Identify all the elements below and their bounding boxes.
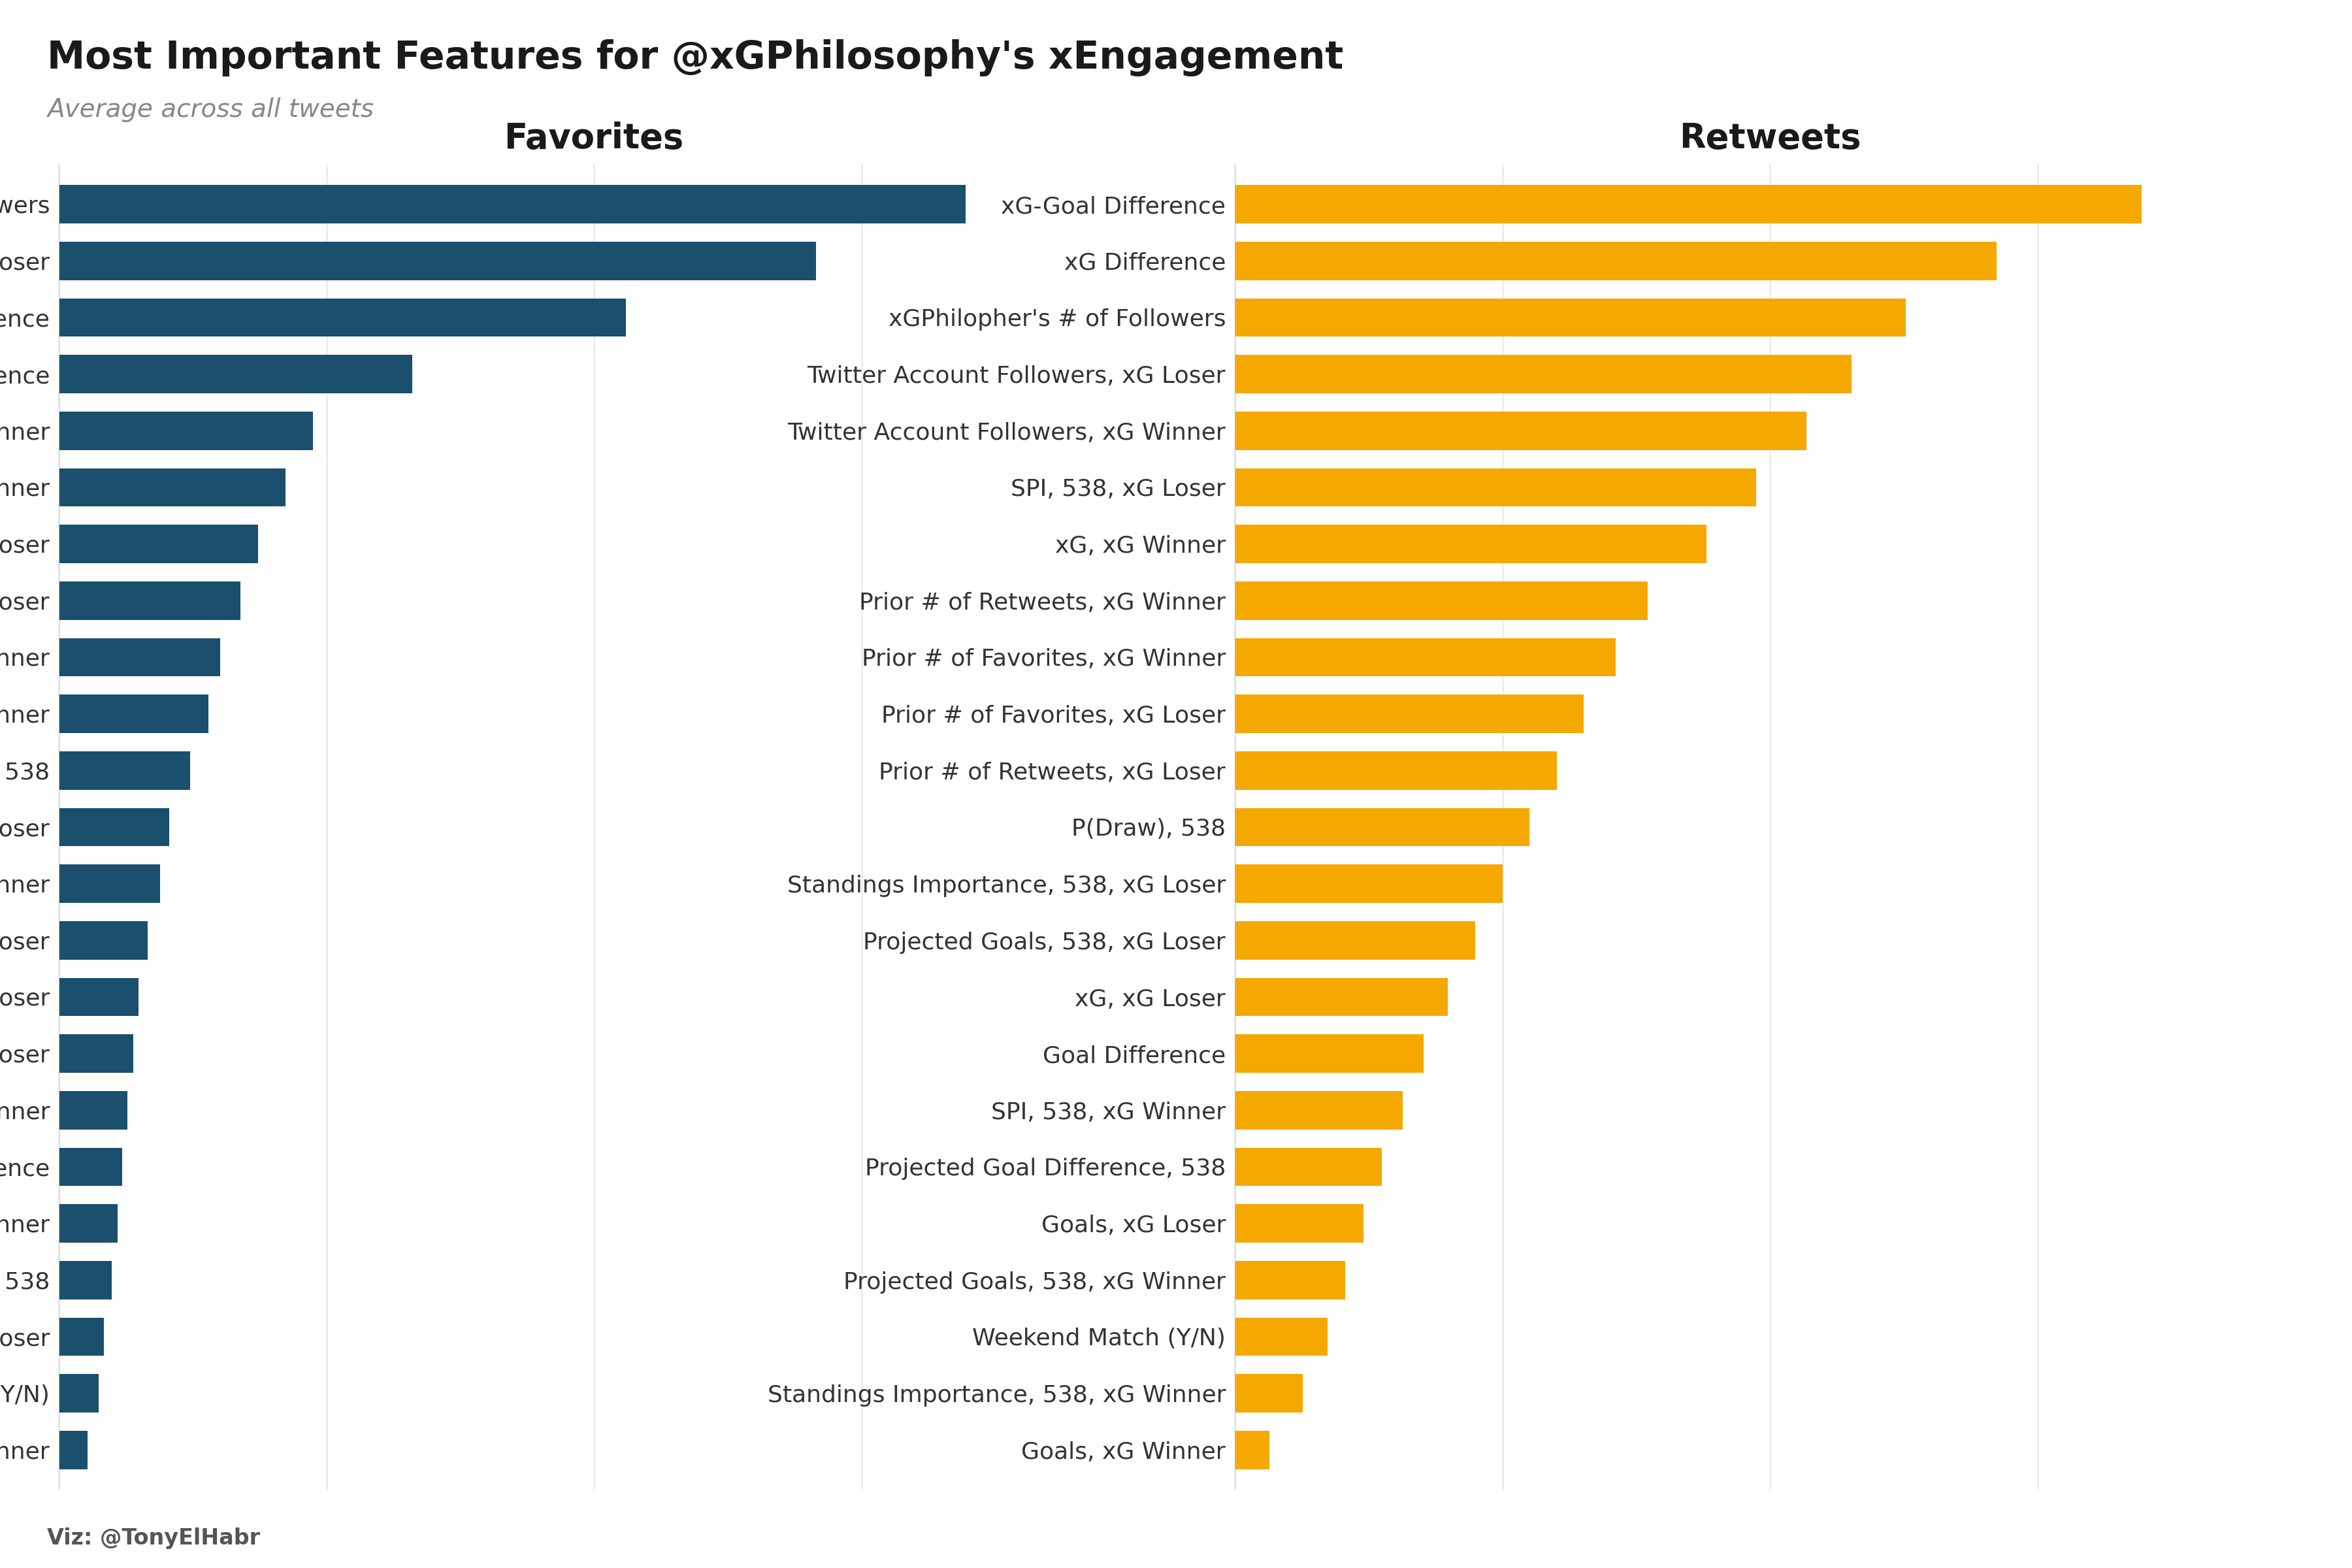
Bar (59, 1091, 127, 1129)
Bar (59, 751, 191, 790)
Bar (1235, 241, 1997, 281)
Bar (59, 241, 816, 281)
Bar (59, 469, 285, 506)
Bar (59, 695, 209, 734)
Bar (1235, 354, 1851, 394)
Bar (59, 525, 259, 563)
Bar (59, 411, 313, 450)
Bar (1235, 695, 1583, 734)
Bar (1235, 864, 1503, 903)
Bar (1235, 638, 1616, 676)
Bar (1235, 751, 1557, 790)
Text: Average across all tweets: Average across all tweets (47, 97, 374, 122)
Title: Retweets: Retweets (1679, 121, 1860, 155)
Bar (59, 185, 967, 224)
Bar (59, 638, 221, 676)
Bar (59, 298, 626, 337)
Bar (1235, 185, 2143, 224)
Bar (59, 1261, 111, 1300)
Bar (1235, 1035, 1423, 1073)
Bar (59, 582, 240, 619)
Bar (59, 1430, 87, 1469)
Bar (1235, 1204, 1364, 1243)
Bar (1235, 525, 1708, 563)
Bar (1235, 1374, 1303, 1413)
Bar (1235, 1148, 1381, 1185)
Bar (1235, 920, 1475, 960)
Bar (59, 808, 169, 847)
Bar (1235, 808, 1529, 847)
Bar (1235, 411, 1806, 450)
Bar (1235, 1261, 1345, 1300)
Bar (59, 864, 160, 903)
Bar (59, 1035, 134, 1073)
Bar (59, 1148, 122, 1185)
Bar (1235, 1430, 1270, 1469)
Text: Viz: @TonyElHabr: Viz: @TonyElHabr (47, 1527, 261, 1549)
Bar (1235, 1317, 1327, 1356)
Bar (59, 1317, 103, 1356)
Bar (59, 354, 412, 394)
Bar (59, 920, 148, 960)
Bar (59, 1374, 99, 1413)
Bar (1235, 978, 1449, 1016)
Bar (1235, 469, 1757, 506)
Bar (1235, 1091, 1402, 1129)
Bar (1235, 298, 1905, 337)
Bar (1235, 582, 1646, 619)
Title: Favorites: Favorites (503, 121, 684, 155)
Bar (59, 1204, 118, 1243)
Bar (59, 978, 139, 1016)
Text: Most Important Features for @xGPhilosophy's xEngagement: Most Important Features for @xGPhilosoph… (47, 39, 1343, 77)
